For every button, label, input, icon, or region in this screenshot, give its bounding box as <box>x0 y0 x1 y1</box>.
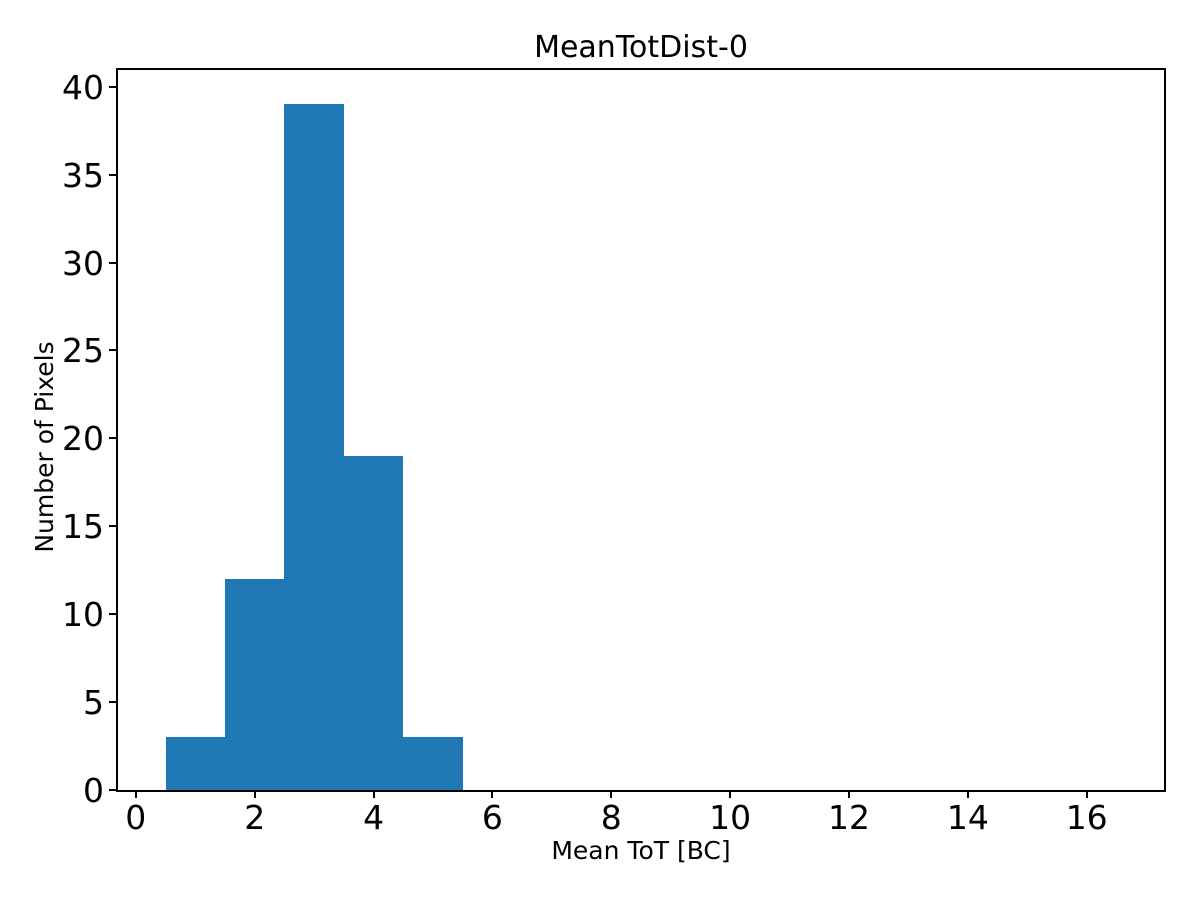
x-axis-tick-label: 4 <box>363 798 385 837</box>
y-axis-tick-label: 10 <box>62 595 104 635</box>
x-axis-tick-label: 10 <box>709 798 752 837</box>
y-axis-tick <box>109 437 116 440</box>
x-axis-tick <box>729 791 732 798</box>
histogram-bar <box>165 737 225 790</box>
y-axis-tick-label: 25 <box>62 331 104 371</box>
x-axis-tick <box>966 791 969 798</box>
y-axis-tick <box>109 613 116 616</box>
histogram-bar <box>403 737 463 790</box>
y-axis-tick-label: 15 <box>62 507 104 547</box>
x-axis-tick-label: 12 <box>828 798 870 837</box>
y-axis-tick <box>109 789 116 791</box>
y-axis-tick-label: 20 <box>62 419 104 459</box>
y-axis-tick-label: 5 <box>83 683 104 723</box>
x-axis-tick-label: 8 <box>600 798 622 837</box>
x-axis-tick-label: 14 <box>946 798 989 837</box>
y-axis-tick <box>109 525 116 528</box>
y-axis-tick <box>109 173 116 176</box>
histogram-bar <box>343 455 404 790</box>
x-axis-tick <box>848 791 850 798</box>
x-axis-tick-label: 0 <box>125 798 147 837</box>
histogram-bar <box>284 104 344 790</box>
x-axis-tick <box>1085 791 1088 798</box>
x-axis-label: Mean ToT [BC] <box>551 836 731 865</box>
x-axis-tick <box>134 791 137 798</box>
histogram-bar <box>225 579 285 790</box>
x-axis-tick <box>253 791 256 798</box>
x-axis-tick <box>372 791 375 798</box>
y-axis-tick-label: 40 <box>62 67 104 107</box>
y-axis-tick <box>109 349 116 352</box>
y-axis-tick-label: 30 <box>62 243 104 283</box>
y-axis-tick-label: 35 <box>62 155 104 195</box>
x-axis-tick-label: 16 <box>1065 798 1108 837</box>
x-axis-tick-label: 6 <box>481 798 503 837</box>
chart-title: MeanTotDist-0 <box>534 30 748 65</box>
x-axis-tick <box>491 791 494 798</box>
bars-layer <box>118 70 1164 790</box>
x-axis-tick-label: 2 <box>244 798 266 837</box>
y-axis-tick-label: 0 <box>83 771 104 810</box>
x-axis-tick <box>610 791 613 798</box>
y-axis-tick <box>109 85 116 88</box>
y-axis-tick <box>109 701 116 704</box>
y-axis-tick <box>109 261 116 264</box>
y-axis-label: Number of Pixels <box>30 341 59 553</box>
